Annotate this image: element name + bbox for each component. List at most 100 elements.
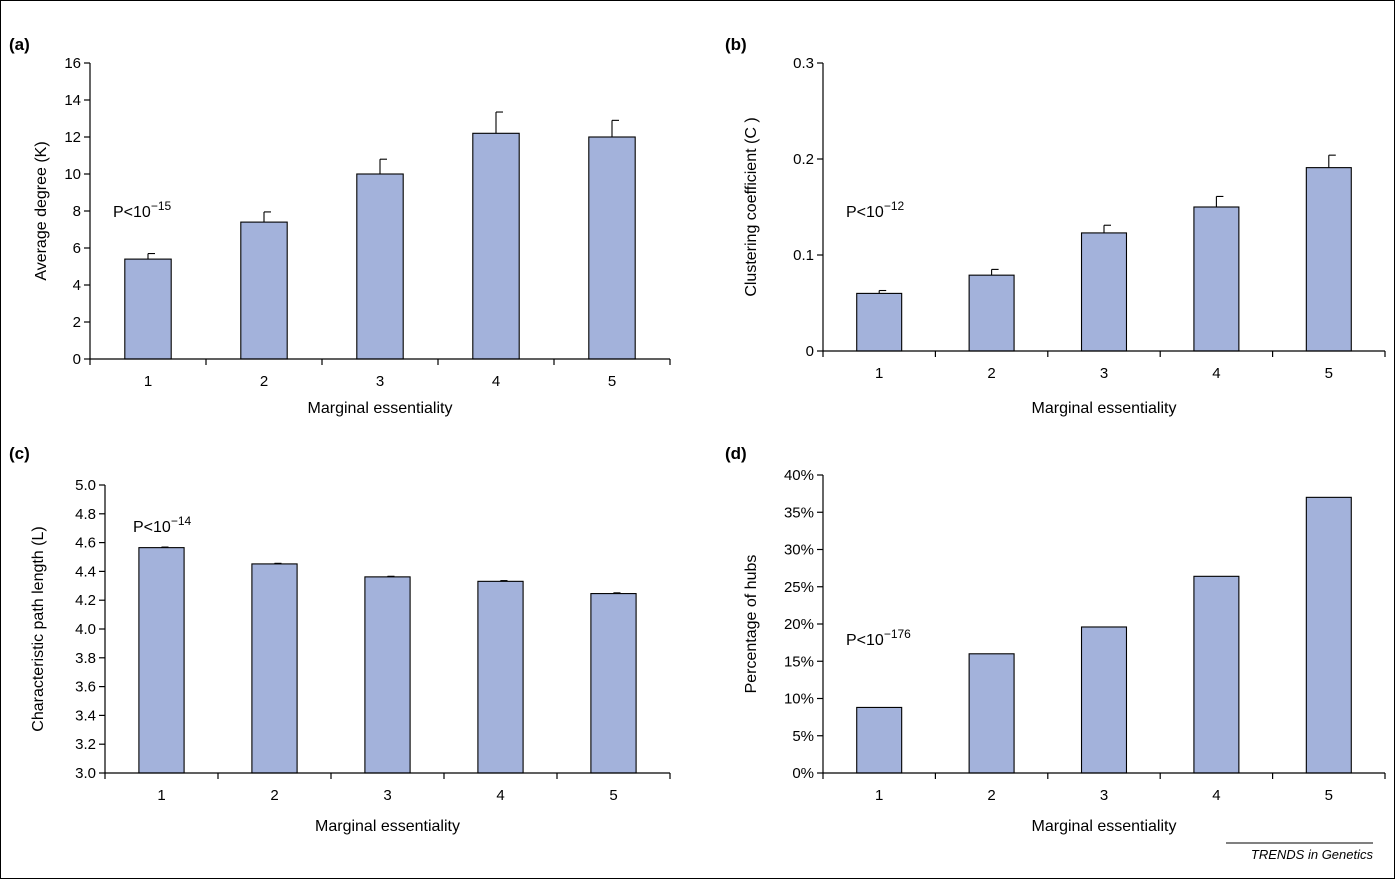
panel-label: (b) <box>725 35 747 54</box>
bar <box>1305 496 1352 774</box>
p-value-base: P<10 <box>133 519 171 536</box>
y-tick-label: 4.8 <box>75 506 96 523</box>
panel-label: (d) <box>725 444 747 463</box>
credit-text: TRENDS in Genetics <box>1251 847 1374 862</box>
p-value-exponent: −14 <box>171 514 192 528</box>
x-tick-label: 1 <box>144 373 152 390</box>
x-tick-label: 3 <box>376 373 384 390</box>
y-tick-label: 0 <box>73 351 81 368</box>
panel-b: (b) 0 0.1 0.2 0.3 1 2 3 4 5 Marginal essentiality C… <box>725 35 1386 417</box>
bar <box>138 547 185 774</box>
x-axis-title: Marginal essentiality <box>1032 818 1177 835</box>
y-axis-title: Percentage of hubs <box>743 555 760 694</box>
bar <box>968 653 1015 774</box>
x-tick-label: 2 <box>987 787 995 804</box>
y-tick-label: 8 <box>73 203 81 220</box>
bar <box>1080 232 1128 352</box>
y-tick-label: 3.4 <box>75 707 96 724</box>
x-tick-label: 3 <box>1100 787 1108 804</box>
p-value-exponent: −176 <box>884 627 911 641</box>
y-tick-label: 4 <box>73 277 81 294</box>
x-tick-label: 2 <box>270 787 278 804</box>
y-tick-label: 14 <box>64 92 81 109</box>
y-axis-title: Average degree (K) <box>33 141 50 280</box>
x-tick-label: 4 <box>492 373 500 390</box>
y-tick-label: 4.0 <box>75 621 96 638</box>
y-tick-label: 0% <box>792 765 814 782</box>
y-tick-label: 16 <box>64 55 81 72</box>
x-axis-title: Marginal essentiality <box>1032 400 1177 417</box>
panel-label: (c) <box>9 444 30 463</box>
x-tick-label: 1 <box>157 787 165 804</box>
bar <box>856 292 903 352</box>
x-tick-label: 5 <box>1325 787 1333 804</box>
p-value-annotation: P<10−12 <box>846 199 904 221</box>
x-tick-label: 5 <box>1325 365 1333 382</box>
bar <box>251 563 298 774</box>
bar <box>240 221 288 360</box>
y-axis-title: Clustering coefficient (C ) <box>743 117 760 296</box>
panel-d: (d) 0% 5% 10% 15% 20% 25% 30% 35% 40% 1 2 3 4 5 Margina… <box>725 444 1386 835</box>
bar <box>364 576 411 774</box>
x-tick-label: 5 <box>609 787 617 804</box>
bar <box>1193 575 1240 774</box>
p-value-annotation: P<10−176 <box>846 627 911 649</box>
y-tick-label: 3.2 <box>75 736 96 753</box>
p-value-base: P<10 <box>113 204 151 221</box>
p-value-exponent: −12 <box>884 199 905 213</box>
y-tick-label: 20% <box>784 616 814 633</box>
x-tick-label: 4 <box>1212 787 1220 804</box>
y-tick-label: 10% <box>784 691 814 708</box>
y-tick-label: 3.0 <box>75 765 96 782</box>
y-tick-label: 5.0 <box>75 477 96 494</box>
y-tick-label: 15% <box>784 653 814 670</box>
x-axis-title: Marginal essentiality <box>308 400 453 417</box>
y-tick-label: 35% <box>784 504 814 521</box>
bar <box>124 258 172 360</box>
y-tick-label: 3.8 <box>75 650 96 667</box>
bar <box>472 132 520 360</box>
x-tick-label: 1 <box>875 787 883 804</box>
bar <box>968 274 1015 352</box>
y-tick-label: 4.2 <box>75 592 96 609</box>
y-tick-label: 10 <box>64 166 81 183</box>
bar <box>1193 206 1240 352</box>
bar <box>590 593 637 774</box>
y-axis-title: Characteristic path length (L) <box>30 526 47 731</box>
y-tick-label: 4.4 <box>75 563 96 580</box>
y-tick-label: 30% <box>784 542 814 559</box>
y-tick-label: 0.1 <box>793 247 814 264</box>
p-value-base: P<10 <box>846 204 884 221</box>
x-tick-label: 2 <box>260 373 268 390</box>
y-tick-label: 0.3 <box>793 55 814 72</box>
p-value-base: P<10 <box>846 632 884 649</box>
x-tick-label: 3 <box>1100 365 1108 382</box>
bar <box>588 136 636 360</box>
x-tick-label: 1 <box>875 365 883 382</box>
y-tick-label: 5% <box>792 728 814 745</box>
bar <box>1080 626 1128 774</box>
y-tick-label: 6 <box>73 240 81 257</box>
bar <box>477 580 524 774</box>
y-tick-label: 4.6 <box>75 535 96 552</box>
y-tick-label: 2 <box>73 314 81 331</box>
y-tick-label: 25% <box>784 579 814 596</box>
y-tick-label: 0.2 <box>793 151 814 168</box>
y-tick-label: 40% <box>784 467 814 484</box>
y-tick-label: 3.6 <box>75 679 96 696</box>
panel-c: (c) 3.0 3.2 3.4 3.6 3.8 4.0 4.2 4.4 4.6 4.8 5.0 1 2 3 4… <box>9 444 671 835</box>
y-tick-label: 12 <box>64 129 81 146</box>
p-value-exponent: −15 <box>151 199 172 213</box>
x-tick-label: 4 <box>1212 365 1220 382</box>
x-axis-title: Marginal essentiality <box>315 818 460 835</box>
x-tick-label: 3 <box>383 787 391 804</box>
p-value-annotation: P<10−15 <box>113 199 171 221</box>
bar <box>1305 167 1352 352</box>
x-tick-label: 2 <box>987 365 995 382</box>
p-value-annotation: P<10−14 <box>133 514 191 536</box>
panel-label: (a) <box>9 35 30 54</box>
y-tick-label: 0 <box>806 343 814 360</box>
